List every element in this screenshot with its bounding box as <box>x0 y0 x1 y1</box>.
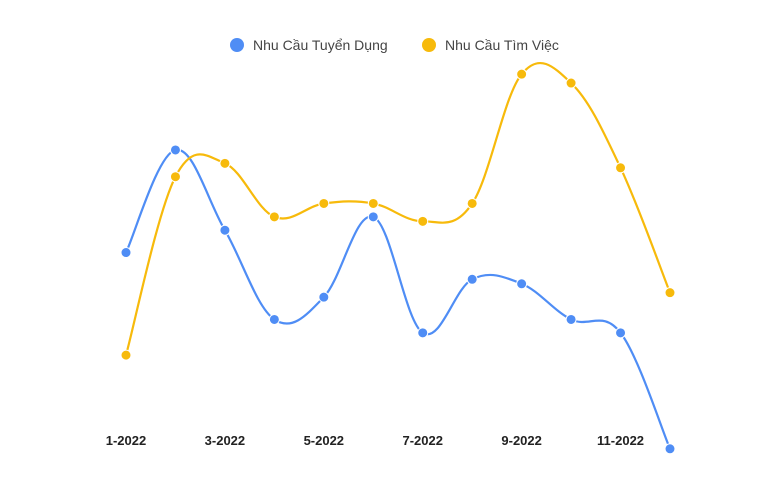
x-tick-label: 11-2022 <box>597 433 644 448</box>
data-point-1-11-2022[interactable] <box>615 327 627 339</box>
data-point-1-2-2022[interactable] <box>169 144 181 156</box>
legend-marker-1 <box>230 38 244 52</box>
legend-marker-2 <box>422 38 436 52</box>
data-point-1-4-2022[interactable] <box>268 313 280 325</box>
legend-label-1[interactable]: Nhu Cầu Tuyển Dụng <box>253 37 388 53</box>
legend: Nhu Cầu Tuyển Dụng Nhu Cầu Tìm Việc <box>230 37 559 53</box>
legend-label-2[interactable]: Nhu Cầu Tìm Việc <box>445 37 559 53</box>
data-point-1-8-2022[interactable] <box>466 273 478 285</box>
data-point-2-9-2022[interactable] <box>516 68 528 80</box>
data-point-2-6-2022[interactable] <box>367 197 379 209</box>
data-point-1-10-2022[interactable] <box>565 313 577 325</box>
data-point-2-11-2022[interactable] <box>615 162 627 174</box>
data-point-1-7-2022[interactable] <box>417 327 429 339</box>
data-point-1-5-2022[interactable] <box>318 291 330 303</box>
data-point-2-10-2022[interactable] <box>565 77 577 89</box>
x-axis: 1-2022 3-2022 5-2022 7-2022 9-2022 11-2022 <box>106 433 644 448</box>
data-point-2-3-2022[interactable] <box>219 157 231 169</box>
data-point-2-1-2022[interactable] <box>120 349 132 361</box>
data-point-2-12-2022[interactable] <box>664 287 676 299</box>
data-point-2-8-2022[interactable] <box>466 197 478 209</box>
x-tick-label: 1-2022 <box>106 433 146 448</box>
data-point-1-3-2022[interactable] <box>219 224 231 236</box>
x-tick-label: 9-2022 <box>501 433 541 448</box>
data-point-2-2-2022[interactable] <box>169 171 181 183</box>
x-tick-label: 3-2022 <box>205 433 245 448</box>
data-point-1-12-2022[interactable] <box>664 443 676 455</box>
series-layer <box>120 61 676 455</box>
data-point-1-1-2022[interactable] <box>120 247 132 259</box>
data-point-2-7-2022[interactable] <box>417 215 429 227</box>
data-point-1-6-2022[interactable] <box>367 211 379 223</box>
data-point-1-9-2022[interactable] <box>516 278 528 290</box>
series-line-2 <box>124 61 672 356</box>
data-point-2-4-2022[interactable] <box>268 211 280 223</box>
data-point-2-5-2022[interactable] <box>318 197 330 209</box>
x-tick-label: 7-2022 <box>402 433 442 448</box>
series-line-1 <box>125 148 672 450</box>
x-tick-label: 5-2022 <box>304 433 344 448</box>
